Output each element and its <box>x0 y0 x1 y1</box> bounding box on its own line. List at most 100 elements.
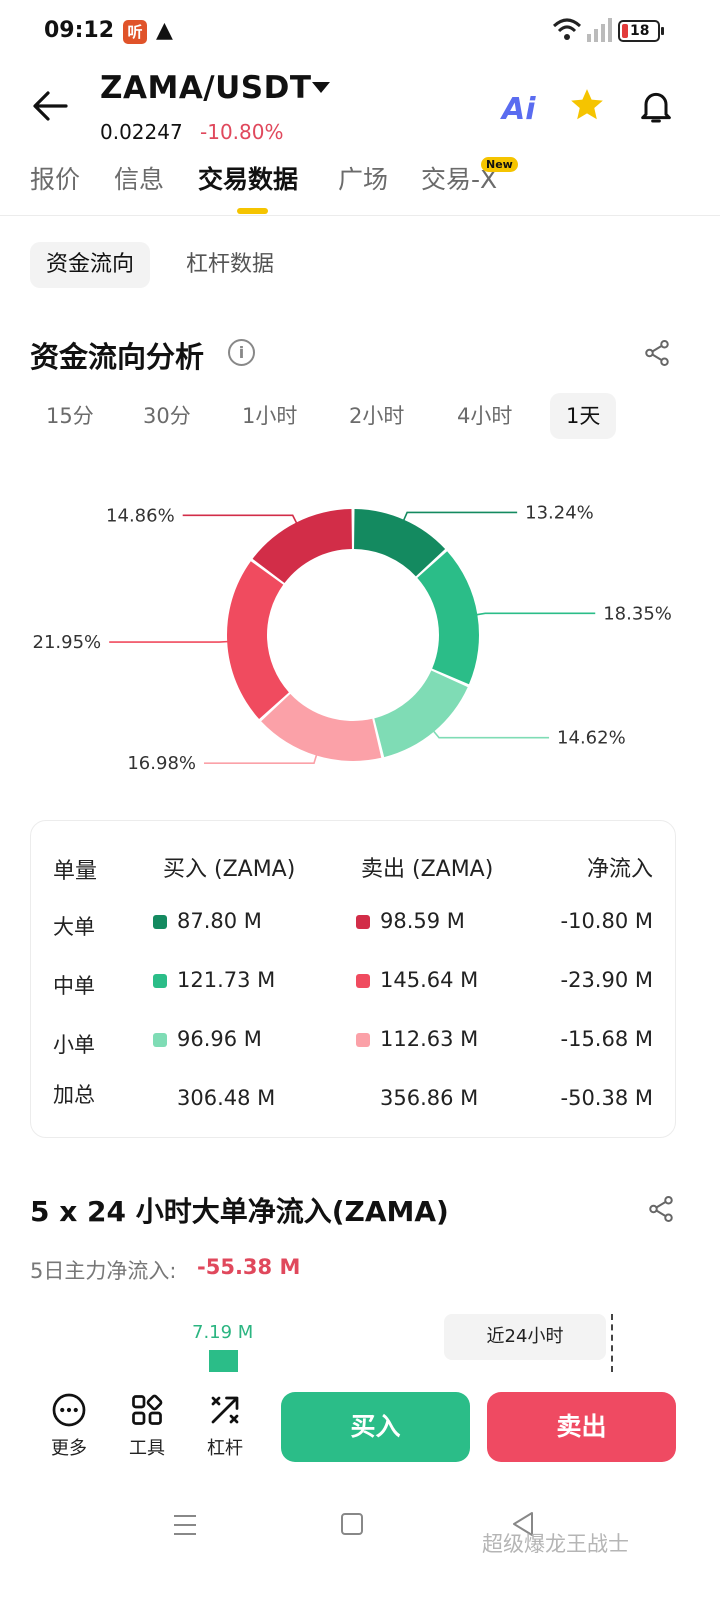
subtab-fund-flow[interactable]: 资金流向 <box>30 242 151 288</box>
row-large-net: -10.80 M <box>560 909 654 933</box>
ai-icon[interactable]: Ai <box>502 92 536 127</box>
app-notification-icon: 听 <box>123 20 147 44</box>
tools-icon <box>132 1394 163 1425</box>
row-medium-net: -23.90 M <box>560 968 654 992</box>
flow-table-card: 单量 买入 (ZAMA) 卖出 (ZAMA) 净流入 大单 87.80 M 98… <box>30 820 676 1138</box>
main-net-inflow-value: -55.38 M <box>197 1255 301 1279</box>
back-arrow-icon[interactable] <box>30 88 70 124</box>
donut-slice <box>261 693 382 761</box>
chevron-down-icon[interactable] <box>312 82 330 93</box>
donut-slice-label: 16.98% <box>127 753 196 774</box>
col-header-buy: 买入 (ZAMA) <box>163 857 296 882</box>
col-header-sell: 卖出 (ZAMA) <box>361 857 494 882</box>
active-tab-indicator <box>237 208 268 214</box>
tools-button[interactable]: 工具 <box>117 1392 177 1460</box>
tab-trading-data[interactable]: 交易数据 <box>198 165 299 194</box>
sell-button[interactable]: 卖出 <box>487 1392 676 1462</box>
price-change: -10.80% <box>200 120 284 144</box>
buy-color-dot <box>153 915 167 929</box>
tab-quote[interactable]: 报价 <box>30 165 81 194</box>
row-large-label: 大单 <box>53 915 95 939</box>
sell-color-dot <box>356 974 370 988</box>
section-title: 资金流向分析 <box>30 340 205 374</box>
battery-indicator: 18 <box>618 20 664 42</box>
donut-slice <box>252 509 352 584</box>
donut-leader-line <box>475 612 596 616</box>
buy-button[interactable]: 买入 <box>281 1392 470 1462</box>
fund-flow-donut-chart: 13.24% 18.35% 14.62% 16.98% 21.95% 14.86% <box>33 502 672 774</box>
last-price: 0.02247 <box>100 120 183 144</box>
chart-tooltip: 近24小时 <box>444 1314 606 1360</box>
row-small-buy: 96.96 M <box>153 1027 262 1051</box>
net-inflow-bar[interactable] <box>209 1350 238 1372</box>
row-medium-sell: 145.64 M <box>356 968 478 992</box>
home-icon[interactable] <box>341 1513 363 1535</box>
row-small-net: -15.68 M <box>560 1027 654 1051</box>
donut-slice-label: 18.35% <box>603 603 672 624</box>
leverage-icon <box>211 1396 239 1424</box>
watermark: 超级爆龙王战士 <box>482 1532 629 1556</box>
donut-leader-line <box>204 753 318 764</box>
donut-leader-line <box>402 511 518 522</box>
sell-color-dot <box>356 1033 370 1047</box>
row-total-net: -50.38 M <box>560 1086 654 1110</box>
pair-title[interactable]: ZAMA/USDT <box>100 70 312 106</box>
period-2h[interactable]: 2小时 <box>349 404 405 428</box>
row-total-sell: 356.86 M <box>380 1086 479 1110</box>
tab-info[interactable]: 信息 <box>114 165 165 194</box>
donut-slice <box>354 509 446 577</box>
divider <box>0 215 720 216</box>
wifi-icon <box>552 18 582 40</box>
row-small-label: 小单 <box>53 1033 95 1057</box>
info-icon[interactable]: i <box>228 339 255 366</box>
period-30m[interactable]: 30分 <box>143 404 191 428</box>
donut-slice <box>226 561 289 720</box>
buy-color-dot <box>153 974 167 988</box>
row-medium-buy: 121.73 M <box>153 968 275 992</box>
crosshair-line <box>611 1314 613 1372</box>
menu-icon[interactable] <box>172 1512 198 1538</box>
battery-level <box>622 24 628 38</box>
row-large-sell: 98.59 M <box>356 909 465 933</box>
period-1h[interactable]: 1小时 <box>242 404 298 428</box>
more-button[interactable]: 更多 <box>39 1392 99 1460</box>
status-bar: 09:12 听 ▲ 18 <box>0 0 720 64</box>
sell-color-dot <box>356 915 370 929</box>
battery-percent: 18 <box>630 23 650 39</box>
donut-leader-line <box>182 514 298 525</box>
row-total-buy: 306.48 M <box>177 1086 276 1110</box>
buy-color-dot <box>153 1033 167 1047</box>
donut-slice-label: 13.24% <box>525 502 594 523</box>
signal-icon <box>587 18 612 42</box>
tools-label: 工具 <box>129 1438 165 1459</box>
col-header-net: 净流入 <box>586 857 653 882</box>
star-icon[interactable] <box>568 86 606 124</box>
donut-slice-label: 14.86% <box>106 505 175 526</box>
large-order-section-title: 5 x 24 小时大单净流入(ZAMA) <box>30 1195 449 1228</box>
leverage-button[interactable]: 杠杆 <box>195 1392 255 1460</box>
tab-square[interactable]: 广场 <box>338 165 389 194</box>
row-medium-label: 中单 <box>53 974 95 998</box>
col-header-size: 单量 <box>53 859 98 884</box>
period-15m[interactable]: 15分 <box>46 404 94 428</box>
nav-back-icon[interactable] <box>510 1510 536 1538</box>
donut-leader-line <box>432 729 550 739</box>
more-label: 更多 <box>51 1438 87 1459</box>
donut-slice <box>417 551 480 685</box>
bell-icon[interactable] <box>636 86 676 126</box>
tab-bar: 报价 信息 交易数据 广场 交易-X <box>30 160 710 200</box>
period-4h[interactable]: 4小时 <box>457 404 513 428</box>
bar-value-label: 7.19 M <box>192 1322 254 1343</box>
row-large-buy: 87.80 M <box>153 909 262 933</box>
leverage-label: 杠杆 <box>207 1438 243 1459</box>
period-1d[interactable]: 1天 <box>550 393 617 439</box>
share-icon[interactable] <box>646 1194 676 1224</box>
donut-slice <box>374 670 468 758</box>
share-icon[interactable] <box>642 338 672 368</box>
subtab-leverage-data[interactable]: 杠杆数据 <box>186 252 275 277</box>
main-net-inflow-label: 5日主力净流入: <box>30 1259 177 1283</box>
warning-icon: ▲ <box>156 18 173 43</box>
donut-slice-label: 21.95% <box>33 632 102 653</box>
new-badge: New <box>481 157 518 172</box>
row-small-sell: 112.63 M <box>356 1027 478 1051</box>
